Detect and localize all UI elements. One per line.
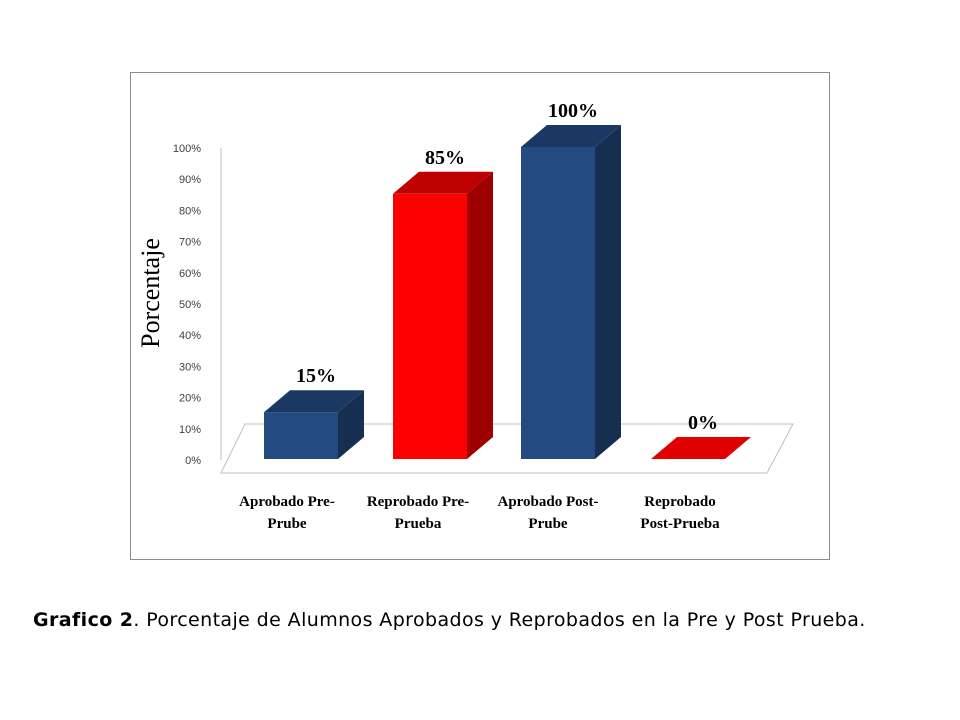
y-tick-label: 20% xyxy=(179,393,201,405)
figure-caption: Grafico 2. Porcentaje de Alumnos Aprobad… xyxy=(33,602,893,638)
bar-front xyxy=(393,193,467,460)
bar-flat xyxy=(651,437,751,459)
bar-side xyxy=(467,171,493,460)
data-label: 85% xyxy=(425,147,465,169)
x-tick-label: Reprobado xyxy=(644,494,715,510)
bar-top xyxy=(393,171,493,194)
floor-plane xyxy=(220,423,794,474)
x-tick-label: Aprobado Pre- xyxy=(239,494,335,510)
bar-side xyxy=(338,390,364,459)
y-tick-label: 100% xyxy=(173,143,201,155)
bar-top xyxy=(521,125,621,147)
bar-top xyxy=(264,390,364,413)
y-tick-label: 80% xyxy=(179,205,201,217)
x-tick-label: Reprobado Pre- xyxy=(367,494,469,510)
y-tick-label: 60% xyxy=(179,268,201,280)
y-axis-title: Porcentaje xyxy=(136,238,165,348)
x-tick-label: Prueba xyxy=(395,516,442,532)
bar-front xyxy=(521,147,595,459)
bar-side xyxy=(595,125,621,459)
y-tick-label: 0% xyxy=(185,455,201,467)
chart-frame: 0% 10% 20% 30% 40% 50% 60% 70% 80% 90% 100% Porcent… xyxy=(130,72,830,560)
data-label: 0% xyxy=(688,412,718,434)
caption-label: Grafico 2 xyxy=(33,609,134,631)
caption-text: . Porcentaje de Alumnos Aprobados y Repr… xyxy=(133,609,866,631)
y-tick-label: 30% xyxy=(179,361,201,373)
y-tick-label: 90% xyxy=(179,174,201,186)
x-tick-label: Post-Prueba xyxy=(640,516,720,532)
y-tick-label: 50% xyxy=(179,299,201,311)
data-label: 100% xyxy=(548,100,598,122)
x-tick-label: Prube xyxy=(528,516,568,532)
x-tick-label: Prube xyxy=(267,516,307,532)
y-tick-label: 40% xyxy=(179,330,201,342)
data-label: 15% xyxy=(296,365,336,387)
y-tick-label: 10% xyxy=(179,424,201,436)
bar-chart: 0% 10% 20% 30% 40% 50% 60% 70% 80% 90% 100% Porcent… xyxy=(136,100,794,532)
bar-front xyxy=(264,412,338,459)
y-tick-label: 70% xyxy=(179,237,201,249)
x-tick-label: Aprobado Post- xyxy=(498,494,599,510)
